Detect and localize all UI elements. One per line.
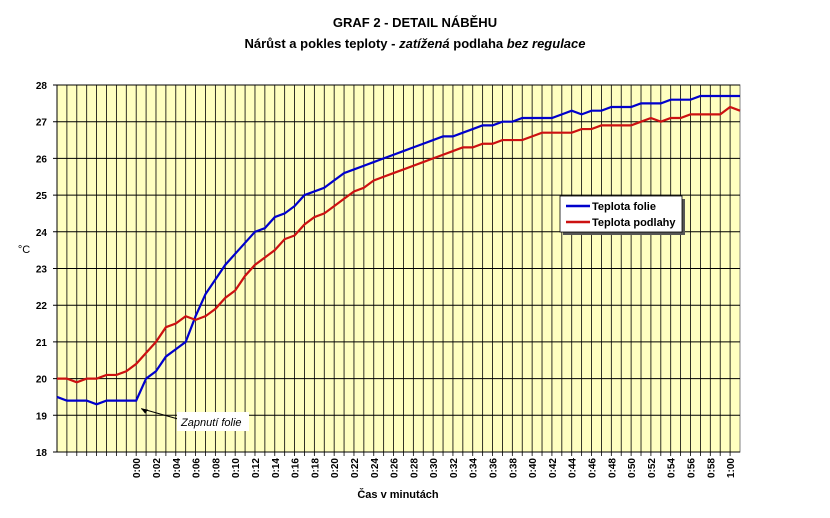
x-tick-label: 0:28 [409,458,420,478]
x-ticks: 0:00 0:02 0:04 0:06 0:08 0:10 0:12 0:14 0:16 0:18… [132,458,737,478]
x-tick-label: 0:58 [706,458,717,478]
series-line-0 [56,94,740,406]
legend-label-folie: Teplota folie [592,201,656,213]
y-tick-label: 18 [36,448,48,459]
annotation: Zapnutí folie [141,408,249,431]
x-tick-label: 0:44 [568,458,579,478]
annotation-box [177,412,249,431]
x-tick-label: 0:02 [152,458,163,478]
y-ticks: 18 19 20 21 22 23 24 25 26 27 28 [36,81,48,459]
x-tick-label: 0:48 [607,458,618,478]
x-tick-label: 0:24 [370,458,381,478]
x-tick-label: 0:14 [271,458,282,478]
grid [53,84,740,456]
y-tick-label: 19 [36,411,48,422]
series-lines [56,94,741,406]
x-tick-label: 0:40 [528,458,539,478]
series-line-1 [57,105,741,384]
chart-subtitle: Nárůst a pokles teploty - zatížená podla… [245,36,586,51]
x-tick-label: 0:10 [231,458,242,478]
chart-title: GRAF 2 - DETAIL NÁBĚHU [333,15,497,30]
x-tick-label: 0:56 [687,458,698,478]
legend-box [559,195,683,233]
y-tick-label: 21 [36,338,48,349]
y-tick-label: 24 [36,228,48,239]
x-tick-label: 0:12 [251,458,262,478]
y-tick-label: 28 [36,81,48,92]
x-axis-label: Čas v minutách [357,488,439,501]
y-tick-label: 23 [36,265,48,276]
x-tick-label: 0:42 [548,458,559,478]
y-axis-label: °C [18,244,30,256]
annotation-text: Zapnutí folie [180,417,242,429]
x-tick-label: 0:06 [192,458,203,478]
y-tick-label: 20 [36,375,48,386]
x-tick-label: 0:50 [627,458,638,478]
x-tick-label: 0:22 [350,458,361,478]
x-tick-label: 0:34 [469,458,480,478]
x-tick-label: 0:20 [330,458,341,478]
y-tick-label: 25 [36,191,48,202]
legend: Teplota folie Teplota podlahy [559,195,685,235]
x-tick-label: 0:54 [667,458,678,478]
y-tick-label: 27 [36,118,48,129]
y-tick-label: 26 [36,154,48,165]
x-tick-label: 0:32 [449,458,460,478]
x-tick-label: 0:36 [489,458,500,478]
x-tick-label: 0:00 [132,458,143,478]
x-tick-label: 1:00 [726,458,737,478]
y-tick-label: 22 [36,301,48,312]
x-tick-label: 0:52 [647,458,658,478]
annotation-arrowhead [141,408,149,414]
x-tick-label: 0:26 [390,458,401,478]
x-tick-label: 0:30 [429,458,440,478]
x-tick-label: 0:38 [508,458,519,478]
x-tick-label: 0:08 [211,458,222,478]
x-tick-label: 0:16 [291,458,302,478]
x-tick-label: 0:46 [588,458,599,478]
legend-label-podlahy: Teplota podlahy [592,217,676,229]
x-tick-label: 0:04 [172,458,183,478]
x-tick-label: 0:18 [310,458,321,478]
